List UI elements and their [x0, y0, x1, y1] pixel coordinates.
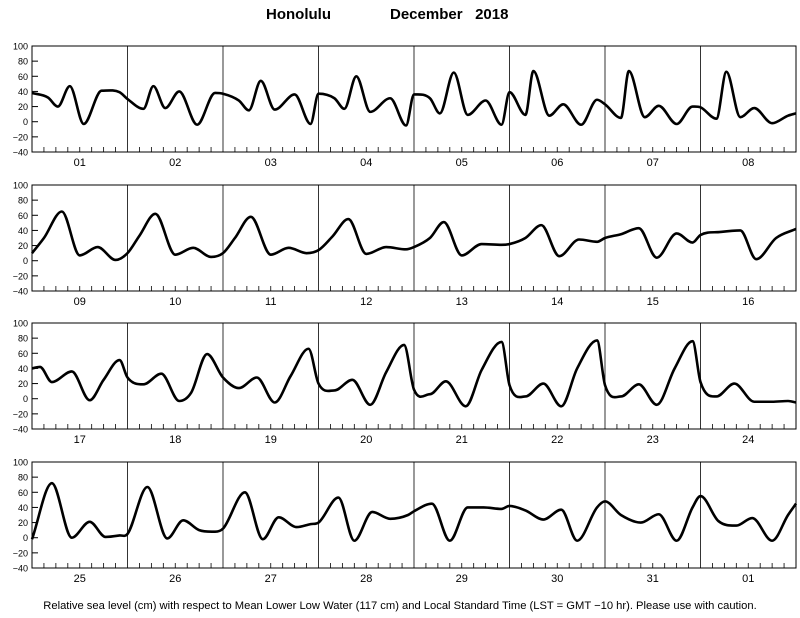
day-label: 05: [456, 157, 468, 169]
day-label: 19: [265, 434, 277, 446]
y-tick-label: 40: [18, 503, 28, 513]
y-tick-label: 20: [18, 379, 28, 389]
day-label: 27: [265, 573, 277, 585]
day-label: 26: [169, 573, 181, 585]
year: 2018: [475, 6, 509, 23]
day-label: 25: [74, 573, 86, 585]
day-label: 28: [360, 573, 372, 585]
y-tick-label: 20: [18, 518, 28, 528]
day-label: 06: [551, 157, 563, 169]
y-tick-label: −40: [13, 148, 28, 158]
day-label: 17: [74, 434, 86, 446]
day-label: 16: [742, 296, 754, 308]
day-label: 01: [742, 573, 754, 585]
y-tick-label: 80: [18, 57, 28, 67]
y-tick-label: 60: [18, 488, 28, 498]
y-tick-label: −20: [13, 271, 28, 281]
y-tick-label: 0: [23, 117, 28, 127]
y-tick-label: 100: [13, 42, 28, 52]
y-tick-label: 60: [18, 211, 28, 221]
y-tick-label: −40: [13, 564, 28, 574]
tide-curve: [31, 69, 797, 127]
y-tick-label: 80: [18, 334, 28, 344]
chart-title: Honolulu December 2018: [0, 4, 800, 26]
month-year: December 2018: [390, 6, 508, 23]
y-tick-label: −20: [13, 409, 28, 419]
day-label: 15: [647, 296, 659, 308]
day-label: 10: [169, 296, 181, 308]
day-label: 04: [360, 157, 372, 169]
tide-panel-1: −40 −20 0 20 40 60 80 100 01 02 03 04 05 06 07 08: [13, 42, 797, 169]
day-label: 20: [360, 434, 372, 446]
day-label: 09: [74, 296, 86, 308]
day-label: 22: [551, 434, 563, 446]
day-label: 31: [647, 573, 659, 585]
day-label: 29: [456, 573, 468, 585]
y-tick-label: 20: [18, 241, 28, 251]
y-tick-label: 100: [13, 458, 28, 468]
y-tick-label: 0: [23, 256, 28, 266]
y-tick-label: 60: [18, 72, 28, 82]
tide-panel-2: −40 −20 0 20 40 60 80 100 09 10 11 12 13 14 15 16: [13, 181, 797, 308]
y-tick-label: 60: [18, 349, 28, 359]
y-tick-label: 100: [13, 319, 28, 329]
chart-caption: Relative sea level (cm) with respect to …: [43, 600, 757, 612]
day-label: 02: [169, 157, 181, 169]
y-tick-label: 40: [18, 364, 28, 374]
day-label: 23: [647, 434, 659, 446]
day-label: 14: [551, 296, 563, 308]
day-label: 11: [265, 296, 276, 308]
day-label: 30: [551, 573, 563, 585]
tide-curve: [30, 481, 798, 543]
y-tick-label: 0: [23, 394, 28, 404]
y-tick-label: −40: [13, 425, 28, 435]
day-label: 21: [456, 434, 468, 446]
day-label: 03: [265, 157, 277, 169]
y-tick-label: −40: [13, 287, 28, 297]
y-tick-label: 20: [18, 102, 28, 112]
tide-curve: [31, 339, 797, 408]
station-name: Honolulu: [266, 6, 331, 23]
day-label: 12: [360, 296, 372, 308]
y-tick-label: 80: [18, 473, 28, 483]
day-label: 07: [647, 157, 659, 169]
day-label: 01: [74, 157, 86, 169]
y-tick-label: −20: [13, 132, 28, 142]
day-label: 08: [742, 157, 754, 169]
tide-curve: [30, 210, 797, 262]
y-tick-label: 0: [23, 533, 28, 543]
day-label: 24: [742, 434, 754, 446]
tide-panel-4: −40 −20 0 20 40 60 80 100 25 26 27 28 29 30 31 01: [13, 458, 798, 585]
y-tick-label: 100: [13, 181, 28, 191]
day-label: 13: [456, 296, 468, 308]
day-label: 18: [169, 434, 181, 446]
y-tick-label: 40: [18, 87, 28, 97]
y-tick-label: 80: [18, 196, 28, 206]
month-name: December: [390, 6, 463, 23]
y-tick-label: 40: [18, 226, 28, 236]
tide-panel-3: −40 −20 0 20 40 60 80 100 17 18 19 20 21 22 23 24: [13, 319, 797, 446]
y-tick-label: −20: [13, 548, 28, 558]
